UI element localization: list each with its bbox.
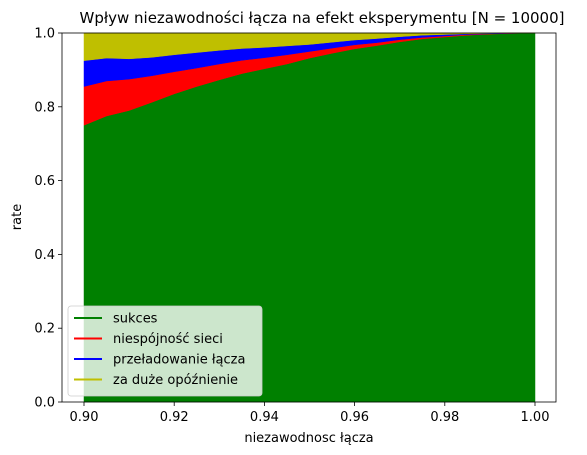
- y-tick-label: 0.0: [34, 396, 55, 411]
- y-axis-label: rate: [10, 204, 25, 230]
- legend: sukces niespójność sieci przeładowanie łąc…: [67, 305, 263, 397]
- y-tick-label: 0.8: [34, 100, 55, 115]
- y-tick-label: 0.6: [34, 174, 55, 189]
- y-tick-label: 0.4: [34, 248, 55, 263]
- x-tick-label: 0.96: [340, 410, 369, 425]
- plot-frame: [61, 32, 557, 403]
- x-tick-label: 1.00: [521, 410, 550, 425]
- x-tick-label: 0.98: [430, 410, 459, 425]
- x-tick-label: 0.92: [160, 410, 189, 425]
- y-axis: 0.0 0.2 0.4 0.6 0.8 1.0: [34, 27, 62, 411]
- x-tick-label: 0.90: [70, 410, 99, 425]
- legend-label: za duże opóźnienie: [113, 373, 238, 388]
- y-tick-label: 1.0: [34, 27, 55, 42]
- legend-label: przeładowanie łącza: [113, 353, 245, 368]
- y-tick-label: 0.2: [34, 322, 55, 337]
- x-tick-label: 0.94: [250, 410, 279, 425]
- legend-box: [67, 305, 263, 397]
- chart-title: Wpływ niezawodności łącza na efekt ekspe…: [80, 9, 565, 27]
- legend-label: sukces: [113, 312, 158, 327]
- x-axis-label: niezawodnosc łącza: [244, 431, 373, 446]
- legend-label: niespójność sieci: [113, 332, 223, 347]
- x-axis: 0.90 0.92 0.94 0.96 0.98 1.00: [70, 402, 550, 425]
